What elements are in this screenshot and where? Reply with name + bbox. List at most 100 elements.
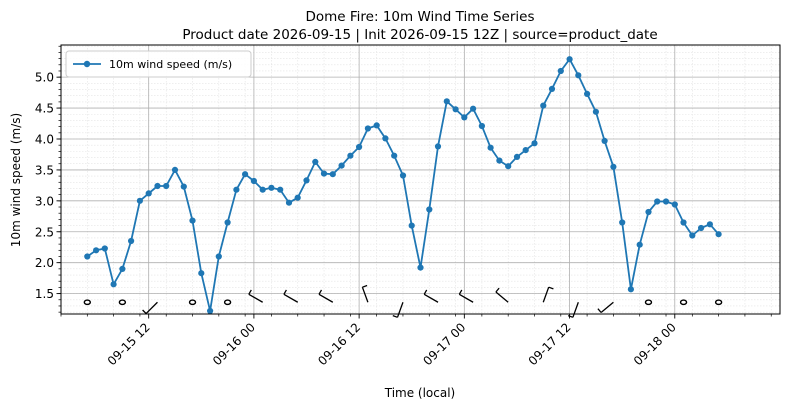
legend-box <box>65 50 252 78</box>
legend: 10m wind speed (m/s) <box>65 50 252 78</box>
series-point <box>417 264 424 271</box>
series-point <box>242 171 249 178</box>
series-point <box>434 143 442 150</box>
plot-frame <box>60 44 781 315</box>
y-axis: 1.5 2.0 2.5 3.0 3.5 4.0 4.5 5.0 <box>35 45 61 313</box>
series-point <box>373 122 380 129</box>
series-point <box>224 219 231 226</box>
series-point <box>294 194 301 201</box>
y-tick-label: 4.5 <box>35 102 54 116</box>
series-point <box>329 171 336 178</box>
series-point <box>461 114 468 121</box>
series-point <box>496 157 503 164</box>
y-tick-label: 1.5 <box>35 287 54 301</box>
series-point <box>356 143 363 151</box>
wind-barb-flag <box>283 289 287 295</box>
series-point <box>715 231 722 238</box>
wind-barb-calm <box>188 299 197 306</box>
wind-barb-calm <box>83 299 92 306</box>
wind-barb <box>142 301 158 315</box>
series-point <box>592 108 600 115</box>
wind-barb-staff <box>572 302 579 318</box>
wind-barb-flag <box>567 314 574 318</box>
wind-barb-staff <box>361 286 369 303</box>
series-point <box>610 163 617 170</box>
legend-label: 10m wind speed (m/s) <box>109 58 232 71</box>
series-point <box>391 152 398 159</box>
wind-barb-staff <box>145 301 158 315</box>
series-point <box>259 186 266 193</box>
series-point <box>93 247 100 254</box>
series-point <box>557 67 564 75</box>
wind-barb <box>283 289 299 303</box>
series-point <box>399 172 407 179</box>
series-point <box>680 219 687 226</box>
wind-barb-staff <box>458 293 474 303</box>
wind-barb-staff <box>318 293 334 303</box>
wind-barb-calm <box>223 299 232 306</box>
series-point <box>189 217 196 224</box>
series-point <box>207 307 214 314</box>
series-point <box>320 170 328 177</box>
wind-barb <box>248 289 263 303</box>
wind-barb <box>318 289 334 303</box>
series-point <box>706 221 714 228</box>
series-point <box>84 253 91 260</box>
series-point <box>136 197 143 204</box>
series-point <box>548 85 556 92</box>
wind-barb-flag <box>392 314 398 318</box>
wind-barb-staff <box>600 301 614 313</box>
series-point <box>277 186 284 193</box>
wind-barb-flag <box>423 289 428 295</box>
y-tick-label: 3.5 <box>35 163 54 177</box>
series-point <box>128 237 135 245</box>
series-point <box>233 186 240 193</box>
wind-barb <box>495 287 509 303</box>
series-point <box>110 281 117 288</box>
series-point <box>584 90 591 97</box>
series-point <box>619 219 626 226</box>
wind-barb-staff <box>495 291 509 303</box>
chart-subtitle: Product date 2026-09-15 | Init 2026-09-1… <box>182 27 657 43</box>
wind-barb-flag <box>597 308 602 313</box>
series-point <box>285 199 293 206</box>
series-point <box>531 140 538 147</box>
series-point <box>163 182 170 190</box>
series-point <box>452 106 459 113</box>
wind-barb <box>597 301 614 313</box>
series-point <box>470 105 477 112</box>
series-point <box>513 153 521 160</box>
series-point <box>566 56 573 63</box>
wind-barb-staff <box>283 293 299 303</box>
series-point <box>303 177 310 184</box>
y-axis-label: 10m wind speed (m/s) <box>9 113 23 247</box>
wind-barb-flag <box>248 289 252 295</box>
series-point <box>645 208 652 216</box>
wind-barbs <box>83 284 723 318</box>
wind-barb-staff <box>248 293 263 303</box>
wind-barb-calm <box>714 299 723 306</box>
y-tick-label: 3.0 <box>35 194 54 208</box>
wind-barb <box>392 302 404 318</box>
series-point <box>522 147 529 154</box>
chart-title: Dome Fire: 10m Wind Time Series <box>305 9 534 25</box>
y-tick-label: 2.0 <box>35 256 54 270</box>
series-point <box>662 198 670 205</box>
wind-barb-flag <box>548 286 554 290</box>
wind-barb-flag <box>458 289 463 295</box>
series-point <box>145 190 152 197</box>
series-point <box>312 158 319 165</box>
series-point <box>478 122 485 130</box>
wind-barb-calm <box>644 299 653 306</box>
wind-barb <box>361 284 369 303</box>
series-point <box>540 102 547 109</box>
series-point <box>575 72 582 79</box>
series-point <box>101 245 108 252</box>
legend-marker-icon <box>83 60 91 68</box>
series-point <box>171 166 179 173</box>
wind-barb-flag <box>318 289 323 295</box>
series-point <box>698 224 705 232</box>
series-point <box>154 182 161 190</box>
series-point <box>443 98 450 105</box>
